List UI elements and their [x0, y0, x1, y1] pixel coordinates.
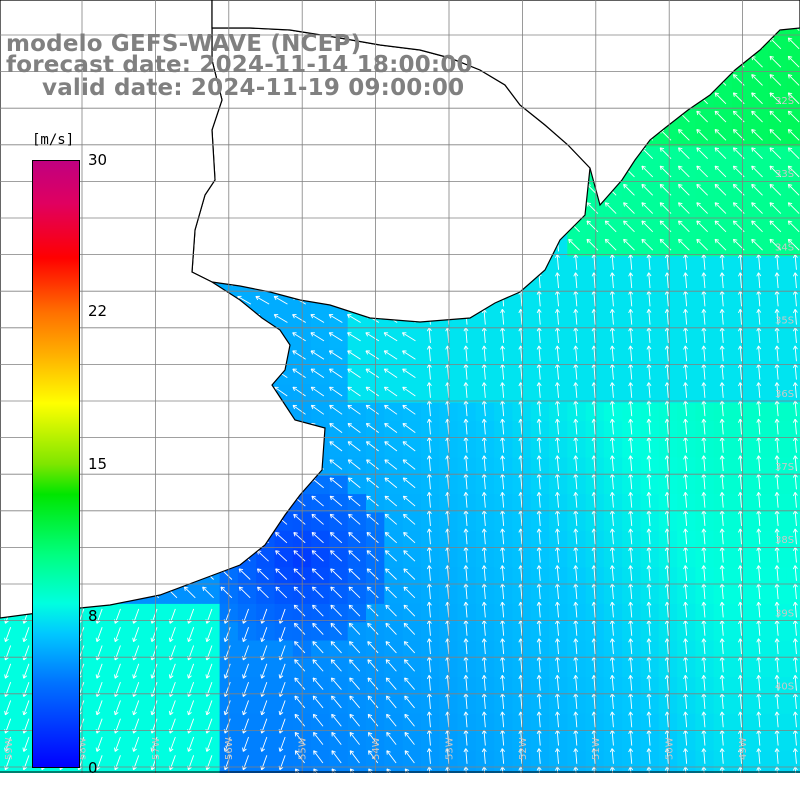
- field-cell: [786, 713, 800, 733]
- field-cell: [786, 549, 800, 568]
- field-cell: [786, 603, 800, 623]
- field-cell: [786, 274, 800, 294]
- field-cell: [786, 219, 800, 239]
- latitude-label: 33S: [775, 169, 794, 180]
- latitude-label: 32S: [775, 96, 794, 107]
- latitude-label: 35S: [775, 316, 794, 327]
- field-cell: [786, 164, 800, 184]
- longitude-label: 53W: [444, 737, 455, 760]
- field-cell: [786, 402, 800, 422]
- longitude-label: 56W: [224, 737, 235, 760]
- field-cell: [786, 475, 800, 495]
- field-cell: [786, 256, 800, 275]
- field-cell: [786, 146, 800, 166]
- field-cell: [786, 439, 800, 458]
- field-cell: [786, 109, 800, 129]
- longitude-label: 55W: [298, 737, 309, 760]
- longitude-label: 51W: [591, 737, 602, 760]
- field-cell: [786, 183, 800, 202]
- field-cell: [786, 512, 800, 532]
- field-cell: [786, 494, 800, 513]
- legend-unit: [m/s]: [32, 132, 75, 148]
- latitude-label: 39S: [775, 608, 794, 619]
- field-cell: [786, 732, 800, 751]
- field-cell: [786, 750, 800, 770]
- legend-tick-22: 22: [88, 302, 108, 320]
- field-cell: [786, 91, 800, 111]
- latitude-label: 36S: [775, 389, 794, 400]
- field-cell: [786, 457, 800, 477]
- bottom-margin: [0, 773, 800, 800]
- longitude-label: 50W: [665, 737, 676, 760]
- field-cell: [786, 237, 800, 257]
- longitude-label: 54W: [371, 737, 382, 760]
- field-cell: [786, 567, 800, 587]
- field-cell: [786, 347, 800, 367]
- field-cell: [786, 420, 800, 440]
- title-forecast-date: forecast date: 2024-11-14 18:00:00: [6, 52, 473, 78]
- field-cell: [786, 201, 800, 221]
- field-cell: [786, 585, 800, 605]
- field-cell: [786, 311, 800, 330]
- title-valid-date: valid date: 2024-11-19 09:00:00: [42, 75, 465, 101]
- field-cell: [786, 622, 800, 641]
- legend-tick-8: 8: [88, 607, 98, 625]
- field-cell: [786, 677, 800, 696]
- legend-tick-30: 30: [88, 151, 108, 169]
- field-cell: [786, 695, 800, 715]
- field-cell: [786, 530, 800, 550]
- field-cell: [786, 366, 800, 385]
- field-cell: [786, 384, 800, 404]
- field-cell: [786, 73, 800, 92]
- field-cell: [786, 292, 800, 312]
- field-cell: [786, 128, 800, 147]
- field-cell: [786, 36, 800, 56]
- longitude-label: 57W: [151, 737, 162, 760]
- legend-tick-15: 15: [88, 455, 108, 473]
- latitude-label: 38S: [775, 535, 794, 546]
- legend-colorbar: [32, 160, 80, 768]
- field-cell: [786, 54, 800, 74]
- legend-tick-0: 0: [88, 759, 98, 777]
- latitude-label: 34S: [775, 242, 794, 253]
- latitude-label: 40S: [775, 682, 794, 693]
- longitude-label: 52W: [518, 737, 529, 760]
- longitude-label: 49W: [738, 737, 749, 760]
- field-cell: [786, 640, 800, 660]
- latitude-label: 37S: [775, 462, 794, 473]
- field-cell: [786, 329, 800, 349]
- longitude-label: 59W: [4, 737, 15, 760]
- field-cell: [786, 658, 800, 678]
